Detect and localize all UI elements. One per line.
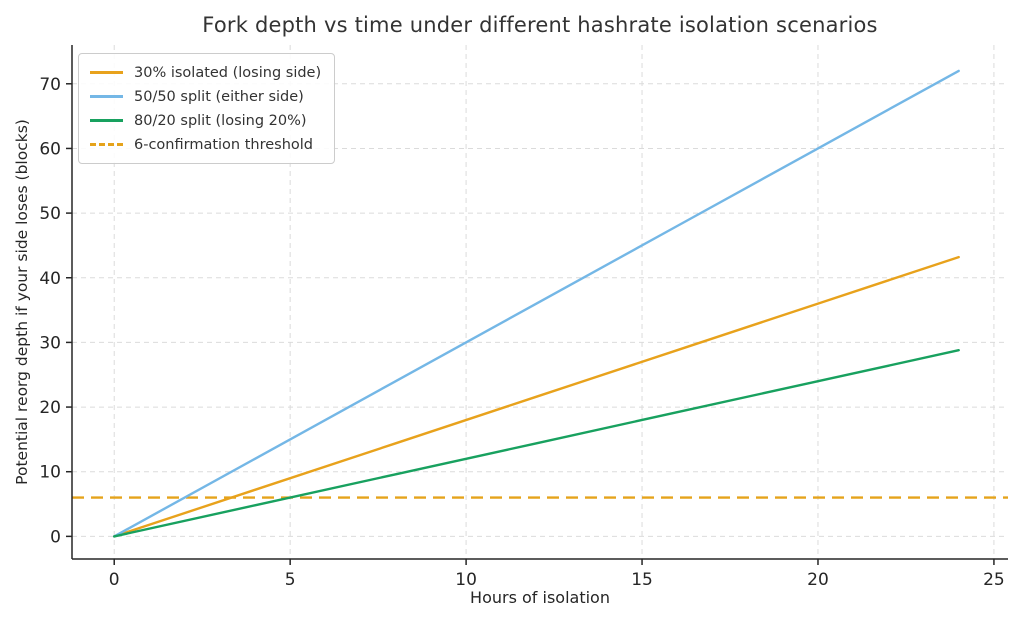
legend-swatch: [90, 119, 123, 122]
legend-label: 80/20 split (losing 20%): [134, 112, 307, 129]
x-tick-label: 15: [631, 570, 653, 590]
x-axis-label: Hours of isolation: [470, 588, 610, 607]
legend-item: 30% isolated (losing side): [90, 63, 321, 82]
y-tick-label: 70: [39, 75, 61, 95]
legend-swatch: [90, 71, 123, 74]
legend-label: 30% isolated (losing side): [134, 64, 322, 81]
x-tick-label: 10: [455, 570, 477, 590]
x-tick-label: 0: [109, 570, 120, 590]
x-tick-label: 25: [983, 570, 1005, 590]
series-line-1: [112, 69, 960, 538]
legend-item: 6-confirmation threshold: [90, 135, 321, 154]
y-axis-label: Potential reorg depth if your side loses…: [13, 119, 31, 485]
legend-swatch: [90, 95, 123, 98]
legend-item: 80/20 split (losing 20%): [90, 111, 321, 130]
chart-title: Fork depth vs time under different hashr…: [202, 13, 878, 37]
y-tick-label: 0: [50, 527, 61, 547]
series-line-0: [112, 255, 960, 538]
y-tick-label: 10: [39, 463, 61, 483]
x-tick-label: 20: [807, 570, 829, 590]
x-tick-label: 5: [285, 570, 296, 590]
legend-item: 50/50 split (either side): [90, 87, 321, 106]
y-tick-label: 50: [39, 204, 61, 224]
legend-swatch: [90, 143, 123, 146]
legend-label: 50/50 split (either side): [134, 88, 304, 105]
legend-label: 6-confirmation threshold: [134, 136, 314, 153]
y-tick-label: 20: [39, 398, 61, 418]
y-tick-label: 60: [39, 139, 61, 159]
y-tick-label: 40: [39, 269, 61, 289]
series-line-2: [112, 349, 960, 538]
y-tick-label: 30: [39, 333, 61, 353]
legend: 30% isolated (losing side) 50/50 split (e…: [78, 53, 336, 164]
